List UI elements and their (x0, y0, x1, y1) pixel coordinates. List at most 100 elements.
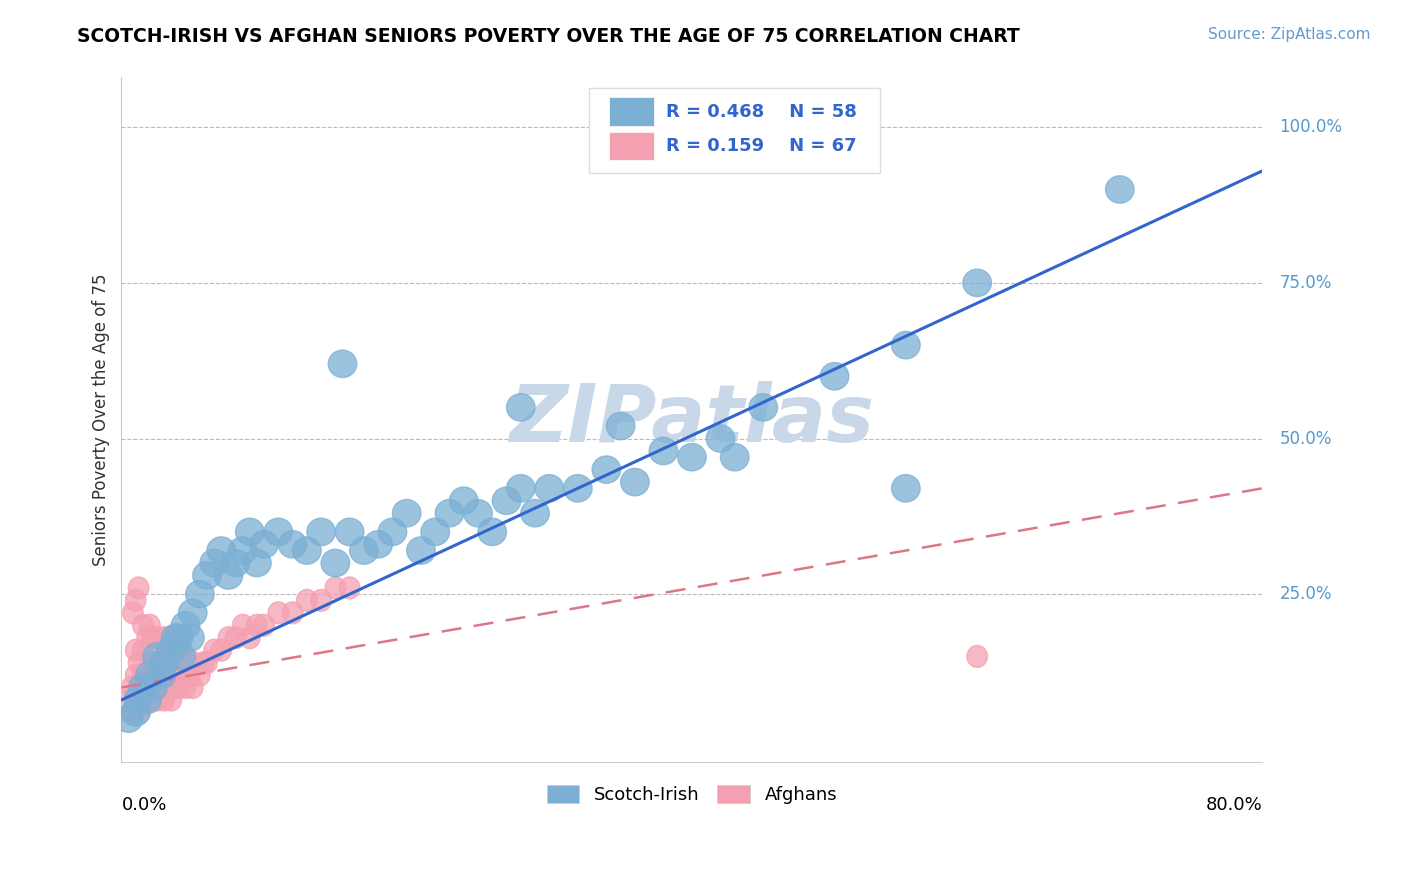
Text: R = 0.468    N = 58: R = 0.468 N = 58 (665, 103, 856, 120)
Ellipse shape (891, 475, 920, 502)
Ellipse shape (150, 648, 179, 676)
Ellipse shape (1105, 176, 1135, 203)
Ellipse shape (749, 393, 778, 421)
Ellipse shape (121, 698, 150, 726)
Text: 80.0%: 80.0% (1206, 797, 1263, 814)
FancyBboxPatch shape (609, 97, 654, 126)
Ellipse shape (166, 640, 186, 661)
Ellipse shape (392, 500, 420, 527)
Ellipse shape (706, 425, 735, 452)
Ellipse shape (128, 652, 149, 673)
Ellipse shape (225, 627, 246, 648)
Ellipse shape (150, 652, 172, 673)
Legend: Scotch-Irish, Afghans: Scotch-Irish, Afghans (540, 778, 844, 812)
Ellipse shape (207, 537, 236, 565)
Ellipse shape (155, 689, 174, 711)
Ellipse shape (297, 590, 318, 611)
Ellipse shape (254, 615, 274, 636)
Ellipse shape (146, 689, 167, 711)
Ellipse shape (139, 615, 160, 636)
Ellipse shape (200, 549, 228, 577)
Ellipse shape (336, 518, 364, 546)
Ellipse shape (325, 577, 346, 599)
Ellipse shape (180, 665, 200, 686)
Ellipse shape (378, 518, 406, 546)
Ellipse shape (292, 537, 321, 565)
Ellipse shape (321, 549, 350, 577)
Ellipse shape (307, 518, 336, 546)
Ellipse shape (564, 475, 592, 502)
Ellipse shape (139, 673, 167, 701)
Ellipse shape (236, 518, 264, 546)
Ellipse shape (155, 665, 174, 686)
Ellipse shape (128, 673, 157, 701)
Ellipse shape (228, 537, 257, 565)
Ellipse shape (820, 362, 849, 390)
Ellipse shape (136, 661, 165, 689)
Ellipse shape (132, 689, 153, 711)
Ellipse shape (420, 518, 450, 546)
Ellipse shape (620, 113, 650, 141)
Ellipse shape (157, 637, 186, 664)
Text: R = 0.159    N = 67: R = 0.159 N = 67 (665, 136, 856, 155)
Ellipse shape (132, 615, 153, 636)
Ellipse shape (124, 686, 153, 714)
Ellipse shape (963, 269, 991, 296)
Ellipse shape (311, 590, 332, 611)
Ellipse shape (478, 518, 506, 546)
Ellipse shape (197, 652, 218, 673)
Ellipse shape (122, 701, 143, 723)
Ellipse shape (139, 652, 160, 673)
Ellipse shape (183, 652, 202, 673)
Ellipse shape (283, 602, 302, 624)
Ellipse shape (328, 350, 357, 377)
Text: SCOTCH-IRISH VS AFGHAN SENIORS POVERTY OVER THE AGE OF 75 CORRELATION CHART: SCOTCH-IRISH VS AFGHAN SENIORS POVERTY O… (77, 27, 1021, 45)
Text: Source: ZipAtlas.com: Source: ZipAtlas.com (1208, 27, 1371, 42)
Ellipse shape (183, 676, 202, 698)
Ellipse shape (218, 627, 239, 648)
Text: ZIPatlas: ZIPatlas (509, 381, 875, 458)
Ellipse shape (114, 705, 143, 732)
Text: 25.0%: 25.0% (1279, 585, 1331, 603)
Ellipse shape (150, 676, 172, 698)
Ellipse shape (125, 689, 146, 711)
Ellipse shape (406, 537, 436, 565)
Ellipse shape (264, 518, 292, 546)
Ellipse shape (125, 665, 146, 686)
Ellipse shape (506, 393, 536, 421)
Ellipse shape (146, 627, 167, 648)
Ellipse shape (155, 627, 174, 648)
Ellipse shape (239, 627, 260, 648)
Ellipse shape (643, 113, 671, 141)
Ellipse shape (172, 612, 200, 639)
Ellipse shape (118, 689, 139, 711)
Ellipse shape (136, 627, 157, 648)
Ellipse shape (166, 676, 186, 698)
Ellipse shape (162, 689, 181, 711)
Ellipse shape (148, 661, 176, 689)
Ellipse shape (221, 549, 250, 577)
Ellipse shape (125, 640, 146, 661)
Ellipse shape (132, 686, 162, 714)
Ellipse shape (142, 652, 163, 673)
Text: 100.0%: 100.0% (1279, 119, 1343, 136)
Ellipse shape (162, 624, 190, 651)
Ellipse shape (592, 456, 620, 483)
Ellipse shape (269, 602, 288, 624)
Ellipse shape (536, 475, 564, 502)
Ellipse shape (162, 627, 181, 648)
Ellipse shape (136, 689, 157, 711)
Ellipse shape (243, 549, 271, 577)
FancyBboxPatch shape (589, 87, 880, 173)
Ellipse shape (157, 676, 177, 698)
Ellipse shape (246, 615, 267, 636)
Ellipse shape (172, 640, 191, 661)
Ellipse shape (891, 332, 920, 359)
Ellipse shape (464, 500, 492, 527)
Ellipse shape (139, 689, 160, 711)
Ellipse shape (194, 652, 215, 673)
Ellipse shape (450, 487, 478, 515)
Ellipse shape (190, 665, 209, 686)
Ellipse shape (506, 475, 536, 502)
Ellipse shape (132, 640, 153, 661)
